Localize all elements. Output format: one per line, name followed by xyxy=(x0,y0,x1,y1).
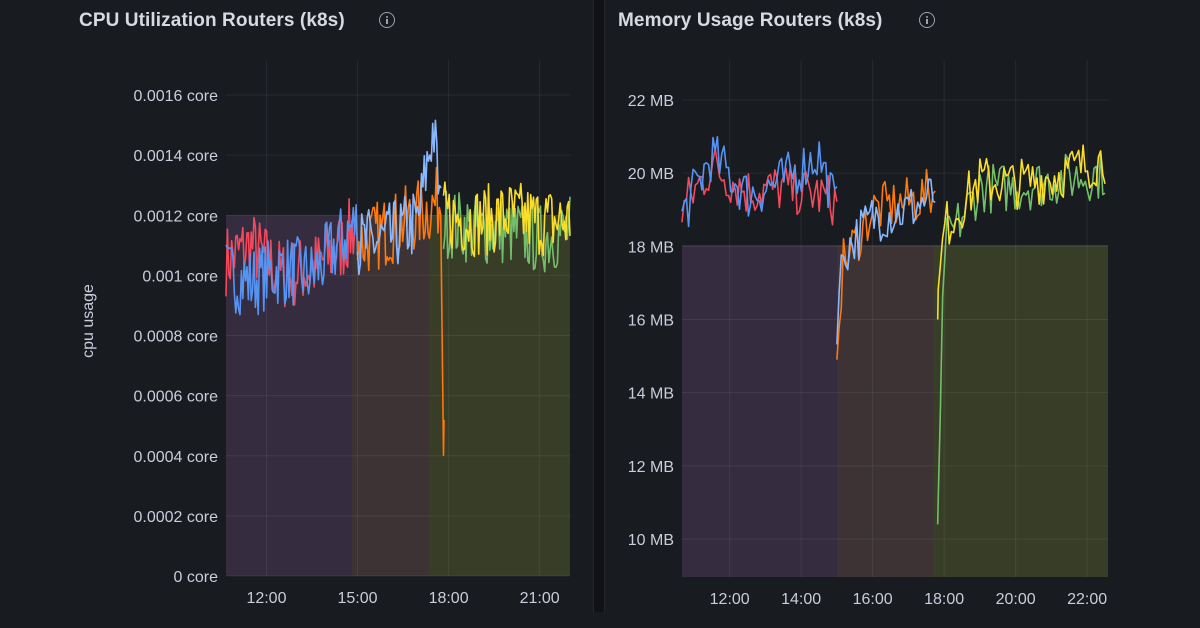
x-tick-label: 22:00 xyxy=(1067,591,1107,608)
series-line xyxy=(442,181,571,258)
y-axis-label: cpu usage xyxy=(80,284,97,358)
series-area-fill xyxy=(682,245,837,577)
y-tick-label: 0.0006 core xyxy=(133,389,218,406)
y-tick-label: 0.0014 core xyxy=(133,148,218,165)
y-tick-label: 14 MB xyxy=(628,386,674,403)
x-tick-label: 12:00 xyxy=(710,591,750,608)
series-line xyxy=(936,144,1106,320)
x-tick-label: 21:00 xyxy=(520,590,560,607)
series-line xyxy=(442,190,571,273)
memory-chart: 10 MB 12 MB 14 MB 16 MB 18 MB 20 MB 22 MB 12:00… xyxy=(628,60,1108,608)
series-area-fill xyxy=(429,215,570,576)
info-icon[interactable] xyxy=(379,12,395,28)
series-area-fill xyxy=(933,245,1108,577)
y-tick-label: 12 MB xyxy=(628,459,674,476)
y-tick-label: 18 MB xyxy=(628,239,674,256)
series-area-fill xyxy=(837,245,933,577)
panel-title: CPU Utilization Routers (k8s) xyxy=(79,10,345,31)
series-line xyxy=(356,119,442,276)
x-tick-label: 20:00 xyxy=(996,591,1036,608)
x-tick-label: 16:00 xyxy=(853,591,893,608)
y-tick-label: 10 MB xyxy=(628,532,674,549)
cpu-chart: 0 core 0.0002 core 0.0004 core 0.0006 core 0… xyxy=(80,60,571,607)
info-icon[interactable] xyxy=(919,12,935,28)
cpu-utilization-panel: CPU Utilization Routers (k8s) xyxy=(0,0,590,628)
y-tick-label: 0.0016 core xyxy=(133,88,218,105)
y-tick-label: 0 core xyxy=(174,569,219,586)
series-area-fill xyxy=(352,215,429,576)
y-tick-label: 16 MB xyxy=(628,313,674,330)
y-tick-label: 0.0004 core xyxy=(133,449,218,466)
y-tick-label: 0.0012 core xyxy=(133,208,218,225)
series-line xyxy=(225,204,359,316)
y-tick-label: 22 MB xyxy=(628,93,674,110)
y-tick-label: 0.0002 core xyxy=(133,509,218,526)
series-line xyxy=(836,168,936,360)
x-tick-label: 18:00 xyxy=(924,591,964,608)
panel-title: Memory Usage Routers (k8s) xyxy=(618,10,883,31)
memory-usage-panel: Memory Usage Routers (k8s) xyxy=(606,0,1200,628)
series-line xyxy=(681,148,838,226)
x-tick-label: 12:00 xyxy=(246,590,286,607)
y-tick-label: 20 MB xyxy=(628,166,674,183)
x-tick-label: 14:00 xyxy=(781,591,821,608)
y-tick-label: 0.001 core xyxy=(142,268,218,285)
panel-divider xyxy=(593,0,605,612)
x-tick-label: 18:00 xyxy=(429,590,469,607)
series-line xyxy=(681,136,838,228)
x-tick-label: 15:00 xyxy=(338,590,378,607)
y-tick-label: 0.0008 core xyxy=(133,329,218,346)
series-line xyxy=(836,178,936,345)
